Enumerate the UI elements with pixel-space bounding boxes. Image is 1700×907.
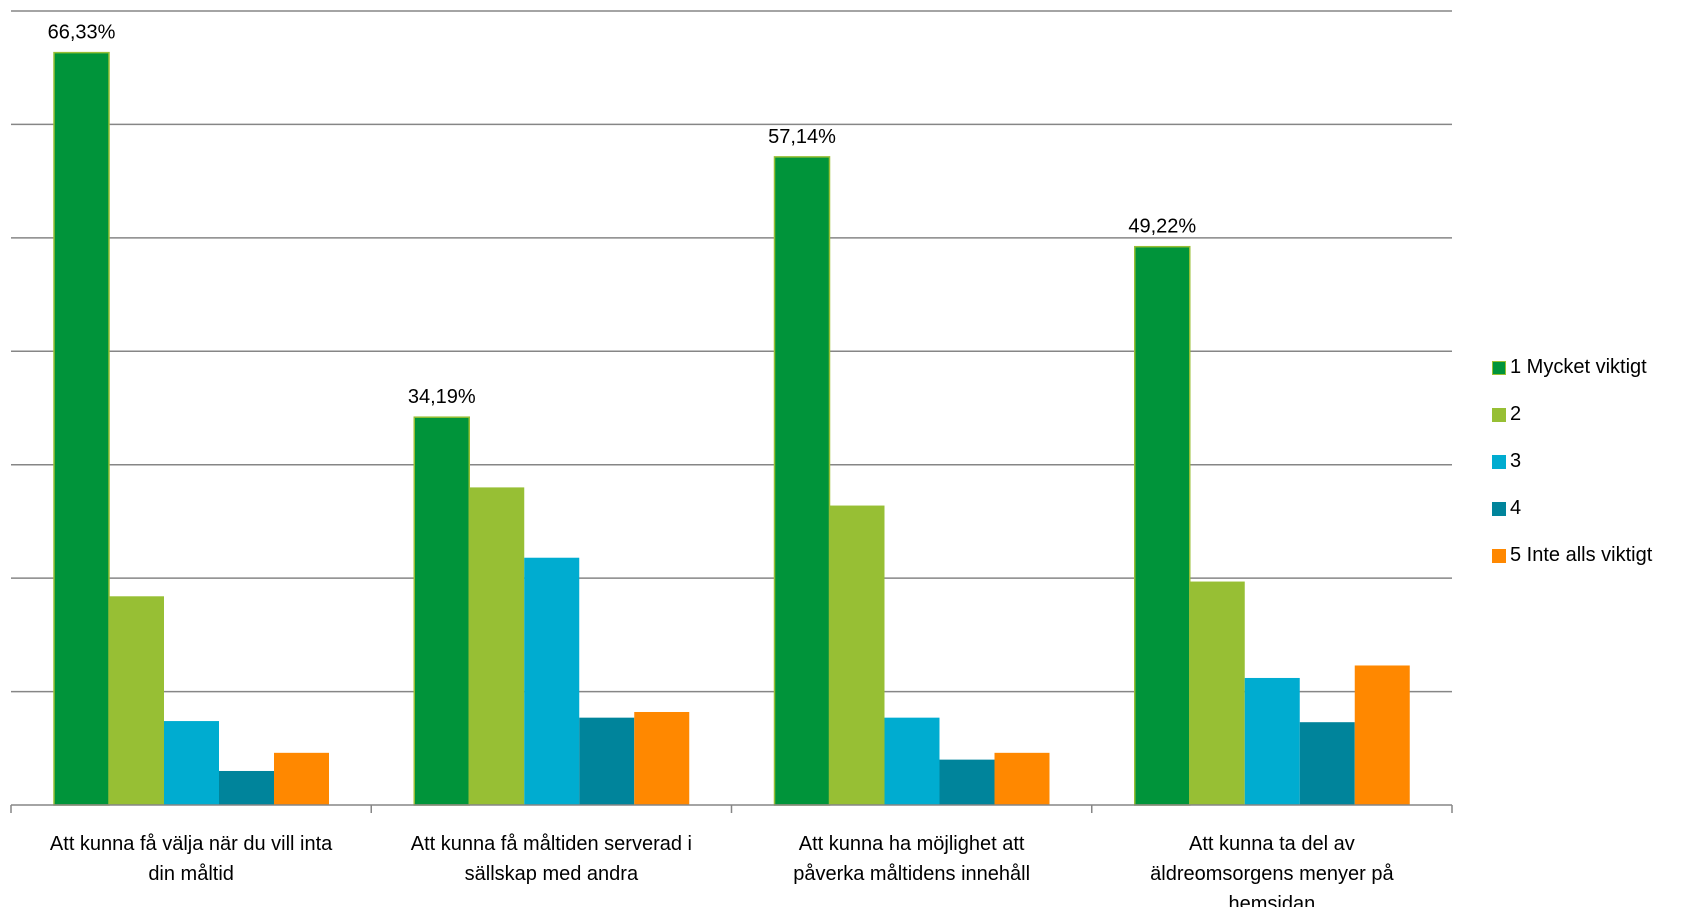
category-label: Att kunna ta del av äldreomsorgens menyer… bbox=[1150, 833, 1394, 907]
legend-item: 2 bbox=[1492, 391, 1698, 438]
bar bbox=[274, 752, 329, 805]
bar bbox=[469, 487, 525, 805]
category-label: Att kunna ha möjlighet att påverka måltid… bbox=[793, 833, 1030, 885]
legend-label: 2 bbox=[1510, 403, 1522, 425]
legend: 1 Mycket viktigt 2 3 4 5 Inte alls viktigt bbox=[1492, 344, 1698, 579]
bar bbox=[1244, 677, 1300, 805]
bar bbox=[413, 416, 470, 806]
bar bbox=[1354, 665, 1410, 805]
bar bbox=[164, 721, 219, 805]
bar bbox=[109, 596, 164, 805]
category-labels: Att kunna få välja när du vill inta din m… bbox=[50, 833, 1395, 907]
legend-swatch bbox=[1492, 454, 1506, 469]
bars bbox=[53, 51, 1410, 806]
x-axis bbox=[10, 804, 1453, 813]
category-label: Att kunna få välja när du vill inta din m… bbox=[50, 833, 333, 885]
data-label: 57,14% bbox=[768, 126, 836, 148]
legend-swatch bbox=[1492, 407, 1506, 422]
bar bbox=[579, 717, 635, 805]
gridlines bbox=[11, 10, 1452, 693]
bar bbox=[939, 759, 995, 805]
bar bbox=[773, 156, 831, 806]
legend-label: 3 bbox=[1510, 450, 1522, 472]
legend-swatch bbox=[1492, 548, 1506, 563]
legend-item: 3 bbox=[1492, 438, 1698, 485]
data-labels: 66,33% 34,19% 57,14% 49,22% bbox=[48, 22, 1197, 409]
data-label: 34,19% bbox=[408, 386, 476, 408]
legend-swatch bbox=[1492, 501, 1506, 516]
data-label: 66,33% bbox=[48, 22, 116, 44]
legend-label: 5 Inte alls viktigt bbox=[1510, 544, 1653, 566]
bar bbox=[524, 557, 580, 805]
bar bbox=[1134, 245, 1191, 806]
bar bbox=[53, 51, 110, 806]
legend-label: 1 Mycket viktigt bbox=[1510, 356, 1647, 378]
category-label: Att kunna få måltiden serverad i sällskap… bbox=[411, 833, 692, 885]
legend-item: 5 Inte alls viktigt bbox=[1492, 532, 1698, 579]
bar bbox=[994, 752, 1050, 805]
bar bbox=[884, 717, 940, 805]
data-label: 49,22% bbox=[1128, 216, 1196, 238]
legend-item: 1 Mycket viktigt bbox=[1492, 344, 1698, 391]
legend-label: 4 bbox=[1510, 497, 1522, 519]
bar bbox=[1189, 581, 1245, 805]
bar bbox=[1299, 722, 1355, 805]
legend-item: 4 bbox=[1492, 485, 1698, 532]
bar bbox=[634, 711, 690, 805]
bar bbox=[219, 770, 274, 805]
bar bbox=[829, 505, 885, 805]
legend-swatch bbox=[1492, 360, 1506, 375]
